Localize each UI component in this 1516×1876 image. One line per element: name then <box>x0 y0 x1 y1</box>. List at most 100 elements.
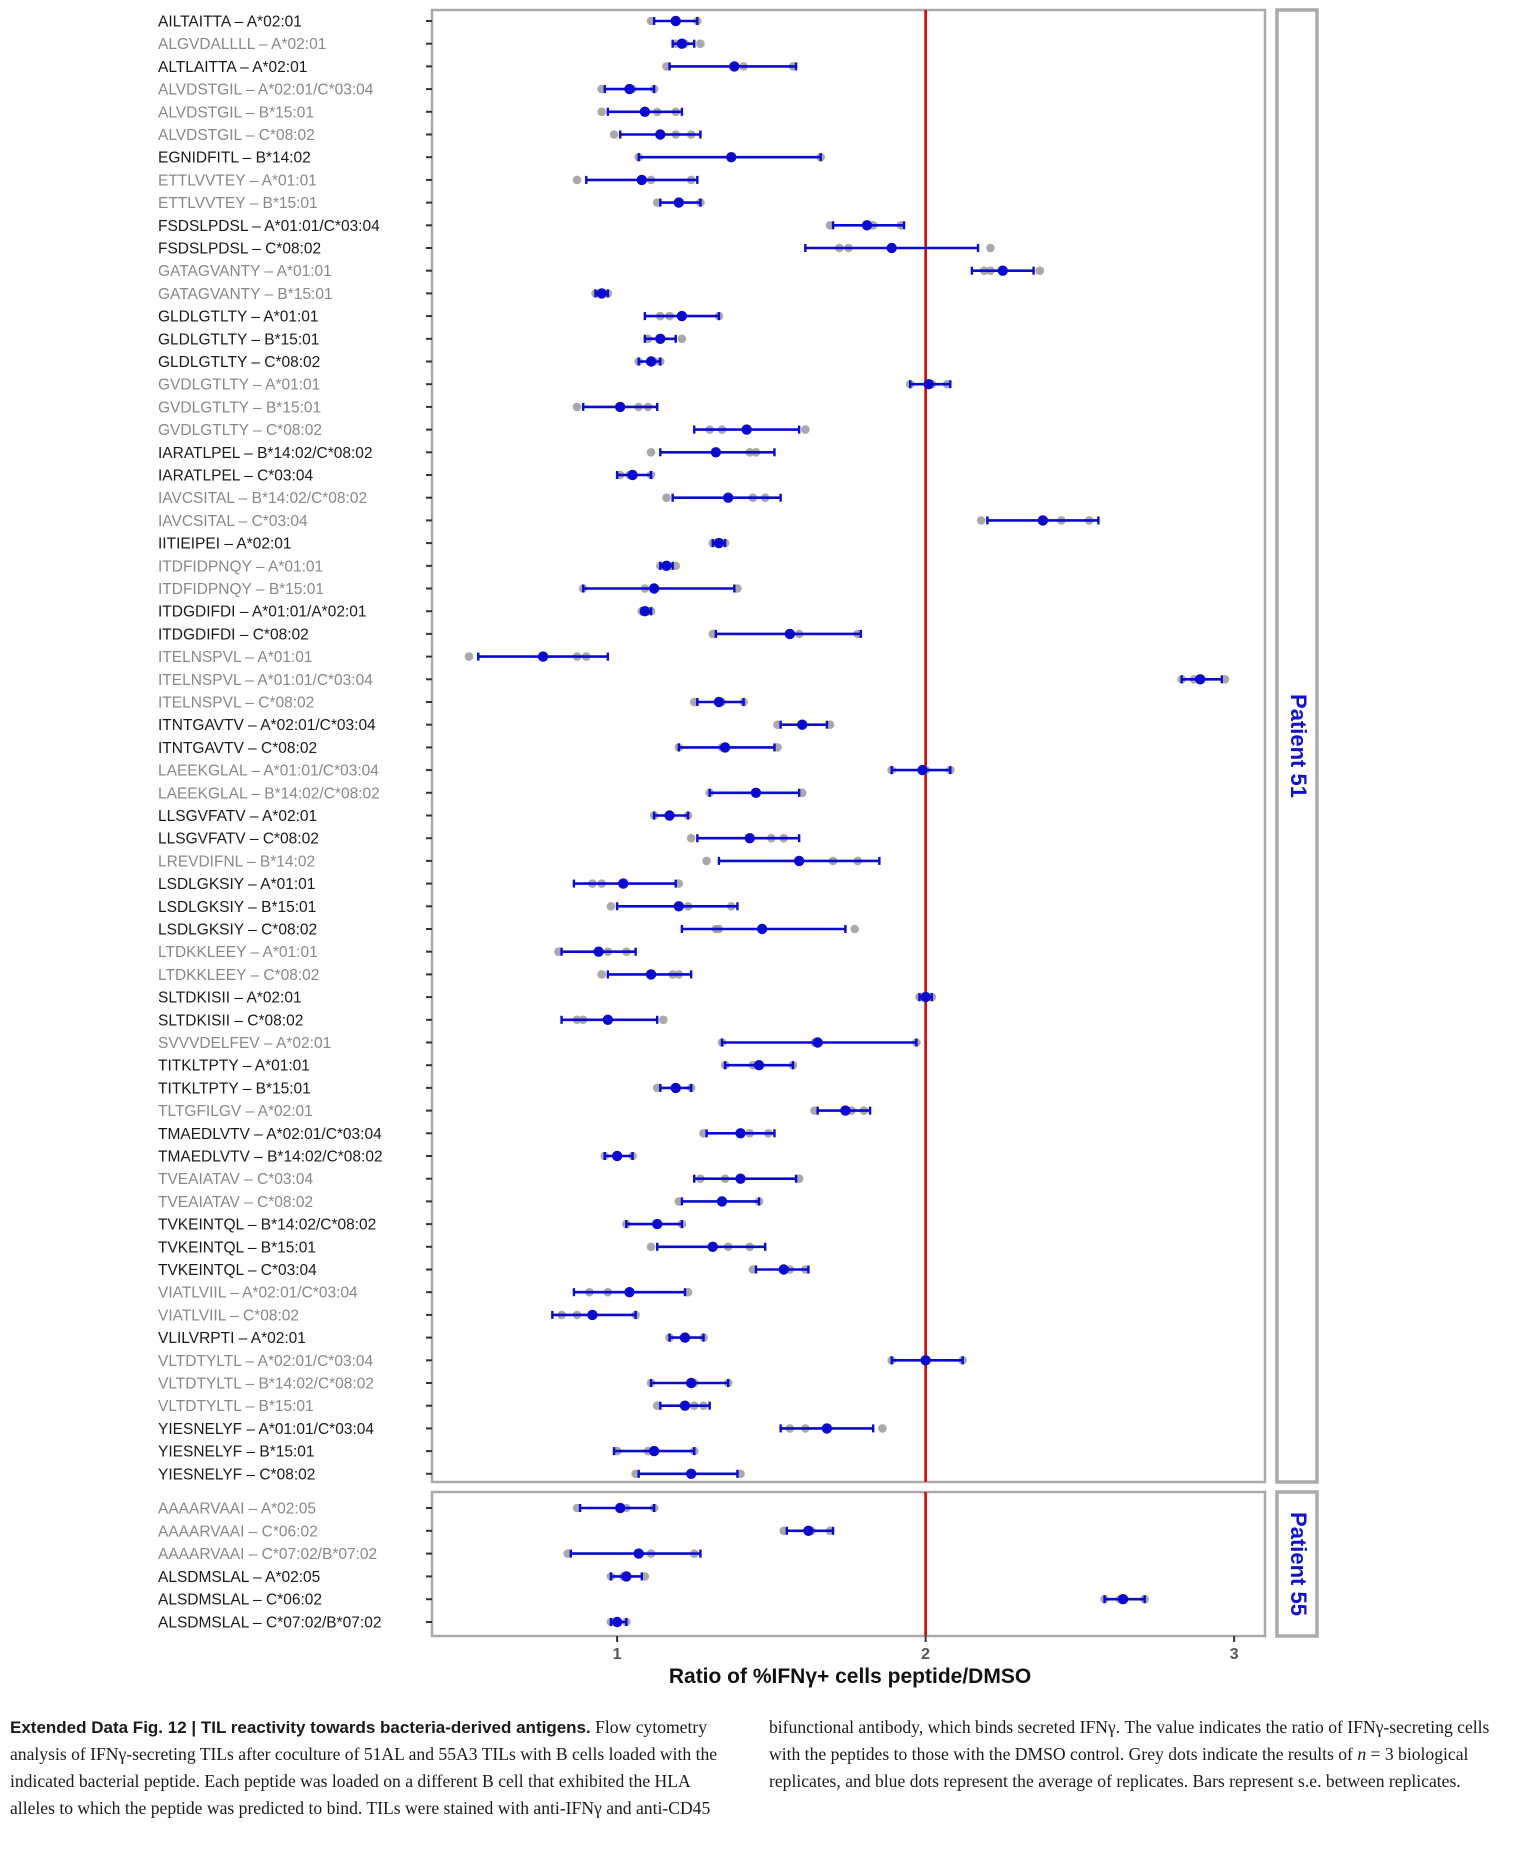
data-row: TVEAIATAV – C*03:04 <box>158 1171 804 1188</box>
row-label: ALVDSTGIL – C*08:02 <box>158 127 315 144</box>
mean-point <box>648 583 660 594</box>
mean-point <box>611 1150 623 1162</box>
replicate-point <box>464 652 474 661</box>
row-label: AAAARVAAI – C*06:02 <box>158 1523 318 1540</box>
row-label: TVEAIATAV – C*08:02 <box>158 1194 313 1211</box>
row-label: LAEEKGLAL – A*01:01/C*03:04 <box>158 763 379 780</box>
panel-frame <box>430 1490 1267 1638</box>
mean-point <box>587 1309 598 1321</box>
row-label: VLTDTYLTL – B*15:01 <box>158 1398 314 1415</box>
mean-point <box>593 946 604 957</box>
data-row: GATAGVANTY – A*01:01 <box>158 263 1045 280</box>
x-axis-title: Ratio of %IFNγ+ cells peptide/DMSO <box>669 1665 1031 1688</box>
mean-point <box>1117 1594 1129 1605</box>
row-label: TITKLTPTY – A*01:01 <box>158 1058 310 1075</box>
data-row: GATAGVANTY – B*15:01 <box>158 286 613 303</box>
data-row: ITELNSPVL – A*01:01/C*03:04 <box>158 672 1230 689</box>
data-row: GVDLGTLTY – B*15:01 <box>158 399 659 416</box>
data-row: ALTLAITTA – A*02:01 <box>158 59 798 76</box>
replicate-point <box>597 970 606 979</box>
data-row: ITNTGAVTV – A*02:01/C*03:04 <box>158 717 835 734</box>
data-row: AILTAITTA – A*02:01 <box>158 14 702 31</box>
mean-point <box>670 1082 681 1094</box>
mean-point <box>676 38 688 49</box>
replicate-point <box>702 856 711 866</box>
row-label: ALSDMSLAL – C*07:02/B*07:02 <box>158 1615 381 1632</box>
row-label: AAAARVAAI – A*02:05 <box>158 1501 316 1518</box>
data-row: ITELNSPVL – C*08:02 <box>158 695 748 712</box>
data-row: TVKEINTQL – C*03:04 <box>158 1262 810 1279</box>
data-row: ETTLVVTEY – A*01:01 <box>158 172 699 189</box>
x-tick-label: 1 <box>613 1646 622 1663</box>
panel-1: Patient 51 AILTAITTA – A*02:01 ALGVDALLLL … <box>158 8 1319 1484</box>
mean-point <box>1195 674 1206 685</box>
row-label: LSDLGKSIY – A*01:01 <box>158 876 315 893</box>
mean-point <box>639 606 651 617</box>
mean-point <box>685 1468 697 1480</box>
row-label: SLTDKISII – C*08:02 <box>158 1012 303 1029</box>
data-row: ALSDMSLAL – A*02:05 <box>158 1569 650 1586</box>
row-label: YIESNELYF – B*15:01 <box>158 1444 315 1461</box>
data-row: ITDGDIFDI – A*01:01/A*02:01 <box>158 604 656 621</box>
mean-point <box>753 1060 765 1071</box>
mean-point <box>636 174 647 186</box>
mean-point <box>840 1105 851 1116</box>
mean-point <box>803 1525 814 1537</box>
row-label: GLDLGTLTY – B*15:01 <box>158 331 319 348</box>
replicate-point <box>801 425 810 434</box>
row-label: GLDLGTLTY – C*08:02 <box>158 354 320 371</box>
data-row: LREVDIFNL – B*14:02 <box>158 853 881 870</box>
data-row: TITKLTPTY – B*15:01 <box>158 1080 696 1097</box>
replicate-point <box>986 243 995 253</box>
data-row: YIESNELYF – B*15:01 <box>158 1444 699 1461</box>
caption-body-b: = 3 biological replicates, and blue dots… <box>769 1744 1469 1791</box>
data-row: SLTDKISII – C*08:02 <box>158 1012 668 1029</box>
mean-point <box>676 310 688 322</box>
data-row: ALSDMSLAL – C*07:02/B*07:02 <box>158 1615 631 1632</box>
row-label: VLILVRPTI – A*02:01 <box>158 1330 306 1347</box>
data-row: YIESNELYF – C*08:02 <box>158 1466 745 1483</box>
mean-point <box>707 1241 718 1253</box>
mean-point <box>722 492 734 503</box>
row-label: TVKEINTQL – B*14:02/C*08:02 <box>158 1217 376 1234</box>
mean-point <box>621 1571 632 1582</box>
row-label: YIESNELYF – A*01:01/C*03:04 <box>158 1421 374 1438</box>
caption-heading: Extended Data Fig. 12 | TIL reactivity t… <box>10 1718 591 1737</box>
x-tick-label: 3 <box>1230 1646 1239 1663</box>
mean-point <box>784 628 796 640</box>
mean-point <box>648 1445 660 1457</box>
row-label: GLDLGTLTY – A*01:01 <box>158 309 319 326</box>
row-label: ITNTGAVTV – A*02:01/C*03:04 <box>158 717 376 734</box>
mean-point <box>710 447 722 458</box>
data-row: ALVDSTGIL – C*08:02 <box>158 127 702 144</box>
figure-caption: Extended Data Fig. 12 | TIL reactivity t… <box>10 1714 1490 1864</box>
row-label: ETTLVVTEY – A*01:01 <box>158 172 317 189</box>
data-row: TLTGFILGV – A*02:01 <box>158 1103 872 1120</box>
row-label: ITELNSPVL – C*08:02 <box>158 695 314 712</box>
panel-strip-label: Patient 55 <box>1286 1512 1311 1616</box>
data-row: LSDLGKSIY – C*08:02 <box>158 922 859 939</box>
data-row: ITDGDIFDI – C*08:02 <box>158 626 863 643</box>
mean-point <box>713 696 725 708</box>
data-row: VLILVRPTI – A*02:01 <box>158 1330 708 1347</box>
row-label: ITDGDIFDI – C*08:02 <box>158 626 309 643</box>
replicate-point <box>572 175 582 185</box>
mean-point <box>673 197 685 208</box>
data-row: TVEAIATAV – C*08:02 <box>158 1194 764 1211</box>
row-label: TLTGFILGV – A*02:01 <box>158 1103 313 1120</box>
replicate-point <box>646 448 656 457</box>
mean-point <box>596 288 607 299</box>
replicate-point <box>572 402 582 412</box>
data-row: VLTDTYLTL – A*02:01/C*03:04 <box>158 1353 967 1370</box>
replicate-point <box>976 516 986 525</box>
data-row: TMAEDLVTV – A*02:01/C*03:04 <box>158 1126 776 1143</box>
row-label: ITDFIDPNQY – A*01:01 <box>158 558 323 575</box>
mean-point <box>729 61 740 72</box>
row-label: IAVCSITAL – B*14:02/C*08:02 <box>158 490 367 507</box>
row-label: TVEAIATAV – C*03:04 <box>158 1171 313 1188</box>
data-row: ITDFIDPNQY – A*01:01 <box>158 558 681 575</box>
data-row: GLDLGTLTY – B*15:01 <box>158 331 687 348</box>
replicate-point <box>878 1424 887 1433</box>
mean-point <box>886 242 897 254</box>
replicate-point <box>696 39 705 48</box>
